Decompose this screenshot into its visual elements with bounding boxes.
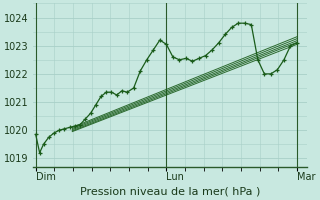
X-axis label: Pression niveau de la mer( hPa ): Pression niveau de la mer( hPa ) [80, 187, 260, 197]
